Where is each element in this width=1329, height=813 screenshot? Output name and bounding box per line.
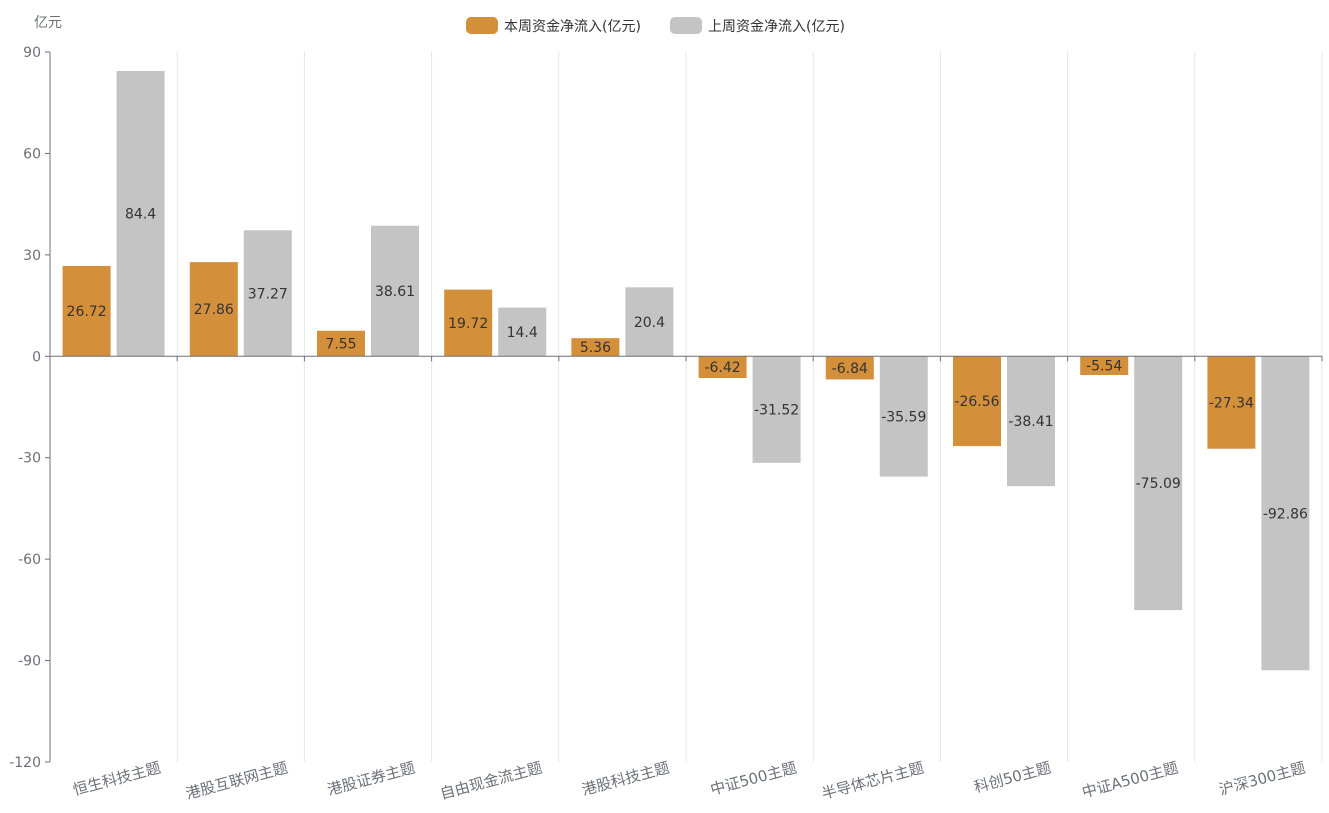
data-label: 27.86 [194,302,234,318]
data-label: 38.61 [375,284,415,300]
data-label: 5.36 [580,340,611,356]
data-label: -92.86 [1263,506,1308,522]
data-label: -6.84 [832,361,868,377]
y-axis: 90 60 30 0 -30 -60 -90 -120 [9,45,51,771]
bar [571,338,620,357]
bar [243,230,292,357]
bar [1080,356,1129,376]
data-label: 20.4 [634,315,665,331]
bar [189,262,238,357]
y-tick-label: 30 [23,248,41,264]
bar [371,225,419,357]
bar [625,287,674,357]
data-label: 26.72 [67,304,107,320]
bar [116,70,165,357]
data-label: -75.09 [1136,476,1181,492]
bar [444,289,493,357]
data-label: 37.27 [248,286,288,302]
bar [1007,356,1055,487]
bar [698,356,747,378]
data-label: -6.42 [704,360,740,376]
y-tick-label: -30 [18,451,41,467]
y-tick-label: 90 [23,45,41,61]
x-tick-label: 港股科技主题 [580,758,672,799]
data-label: -35.59 [881,409,926,425]
y-tick-label: -60 [18,552,41,568]
y-tick-label: -120 [9,755,41,771]
y-axis-unit-label: 亿元 [34,15,62,31]
bar [498,307,547,357]
x-tick-label: 半导体芯片主题 [820,758,926,803]
legend-label[interactable]: 本周资金净流入(亿元) [504,19,641,35]
bar [317,330,365,357]
x-tick-label: 中证A500主题 [1080,758,1180,801]
y-tick-label: -90 [18,654,41,670]
bar [825,356,874,380]
x-tick-label: 中证500主题 [708,758,798,798]
bar [879,356,928,477]
x-tick-label: 港股证券主题 [325,758,417,799]
bar [953,356,1001,447]
bar [1207,356,1256,449]
value-labels: 26.72 84.4 27.86 37.27 7.55 38.61 19.72 14.4 5.3… [67,207,1309,523]
bar [752,356,801,463]
data-label: 84.4 [125,207,156,223]
x-tick-label: 港股互联网主题 [184,758,290,803]
grid [49,52,1323,762]
data-label: -5.54 [1086,359,1122,375]
y-tick-label: 60 [23,146,41,162]
x-tick-label: 科创50主题 [972,758,1053,796]
bar [1134,356,1183,611]
bar [62,265,111,357]
legend: 本周资金净流入(亿元) 上周资金净流入(亿元) [466,17,845,35]
data-label: -27.34 [1209,396,1254,412]
data-label: -26.56 [954,394,999,410]
legend-swatch[interactable] [670,17,702,34]
data-label: -38.41 [1008,414,1053,430]
data-label: -31.52 [754,403,799,419]
y-tick-label: 0 [32,349,41,365]
bars [62,70,1310,671]
bar [1261,356,1310,671]
x-tick-label: 沪深300主题 [1217,758,1307,798]
data-label: 14.4 [507,325,538,341]
legend-label[interactable]: 上周资金净流入(亿元) [708,19,845,35]
data-label: 19.72 [448,316,488,332]
x-tick-label: 恒生科技主题 [71,758,163,799]
x-tick-label: 自由现金流主题 [438,758,544,803]
data-label: 7.55 [325,337,356,353]
legend-swatch[interactable] [466,17,498,34]
